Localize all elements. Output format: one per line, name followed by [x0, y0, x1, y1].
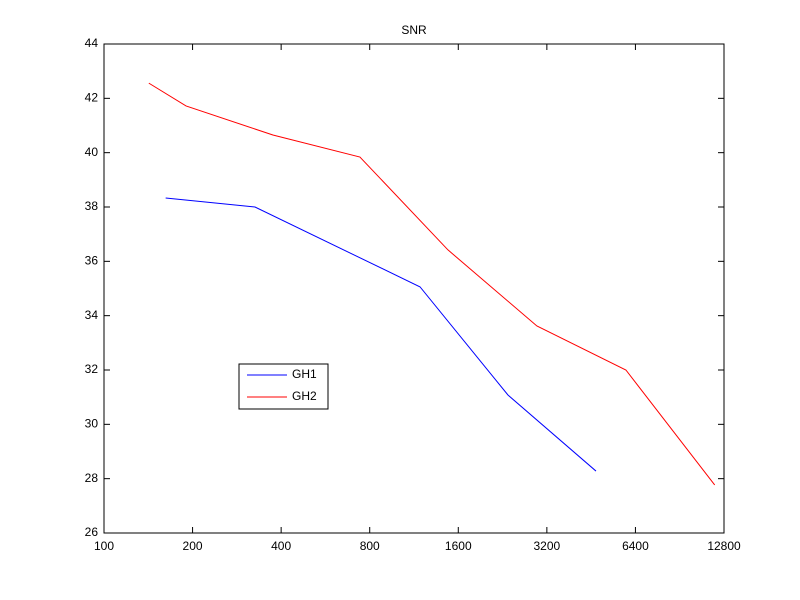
- legend-label: GH2: [292, 389, 317, 403]
- y-tick-label: 32: [85, 362, 99, 376]
- x-tick-label: 800: [360, 539, 380, 553]
- y-tick-label: 38: [85, 199, 99, 213]
- x-tick-label: 12800: [707, 539, 741, 553]
- line-series: [148, 82, 716, 486]
- y-tick-label: 28: [85, 471, 99, 485]
- axes-box: [103, 43, 725, 534]
- x-tick-label: 400: [271, 539, 291, 553]
- x-tick-label: 200: [183, 539, 203, 553]
- legend-box: [238, 363, 329, 410]
- x-tick-label: 100: [94, 539, 114, 553]
- y-tick-label: 34: [85, 308, 99, 322]
- y-tick-label: 42: [85, 91, 99, 105]
- line-series: [165, 197, 597, 472]
- y-tick-label: 30: [85, 417, 99, 431]
- legend-label: GH1: [292, 367, 317, 381]
- chart-title: SNR: [401, 23, 427, 37]
- x-tick-label: 1600: [445, 539, 472, 553]
- y-tick-label: 36: [85, 254, 99, 268]
- y-tick-label: 40: [85, 145, 99, 159]
- y-tick-label: 44: [85, 36, 99, 50]
- x-tick-label: 3200: [534, 539, 561, 553]
- y-tick-label: 26: [85, 525, 99, 539]
- x-tick-label: 6400: [622, 539, 649, 553]
